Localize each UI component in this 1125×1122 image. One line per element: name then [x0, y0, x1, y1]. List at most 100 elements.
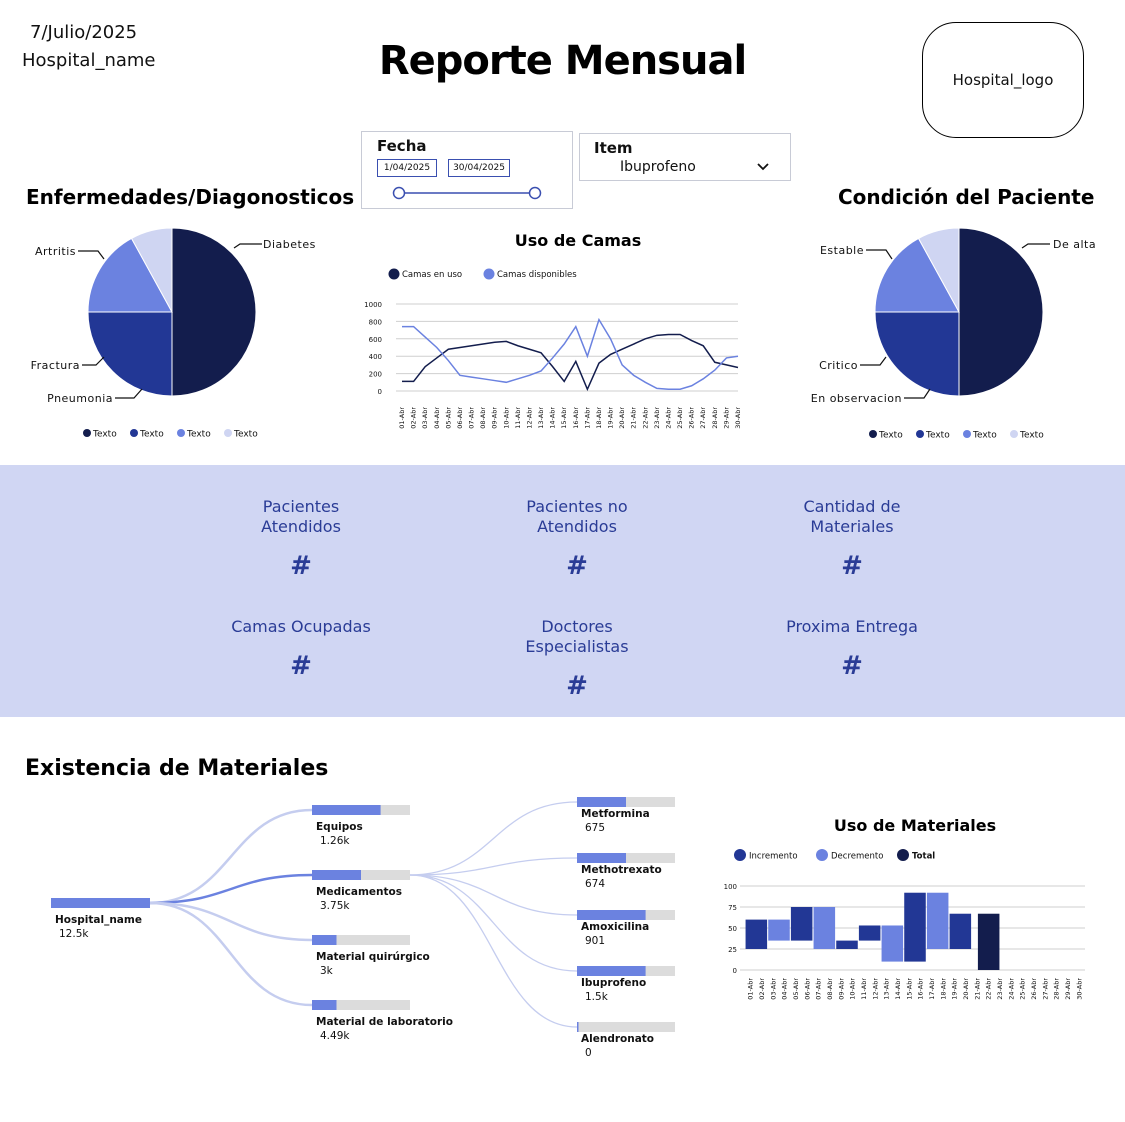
stock-bar-fill	[312, 1000, 337, 1010]
x-tick-label: 24-Abr	[664, 407, 672, 429]
kpi-label: Cantidad de Materiales	[742, 497, 962, 537]
x-tick-label: 05-Abr	[792, 978, 800, 1000]
waterfall-bar	[881, 925, 904, 962]
x-tick-label: 27-Abr	[1041, 978, 1049, 1000]
kpi-label: Pacientes Atendidos	[191, 497, 411, 537]
date-range-slider[interactable]	[387, 184, 547, 202]
tree-node-value: 0	[585, 1047, 592, 1059]
y-tick-label: 200	[369, 371, 382, 379]
kpi-label-line: Camas Ocupadas	[231, 617, 371, 636]
diagnosis-legend-marker	[83, 429, 91, 437]
diagnosis-slice	[87, 237, 173, 313]
x-tick-label: 25-Abr	[1019, 978, 1027, 1000]
y-tick-label: 25	[728, 946, 737, 954]
kpi-label: Pacientes no Atendidos	[467, 497, 687, 537]
x-tick-label: 29-Abr	[1064, 978, 1072, 1000]
date-from-input[interactable]: 1/04/2025	[377, 159, 437, 177]
kpi-label: Camas Ocupadas	[191, 617, 411, 637]
x-tick-label: 03-Abr	[769, 978, 777, 1000]
kpi-label-line: Atendidos	[537, 517, 617, 536]
waterfall-bar	[904, 892, 926, 962]
diagnosis-slice-label: Pneumonia	[47, 392, 113, 405]
stock-bar-fill	[577, 910, 646, 920]
tree-link	[409, 874, 578, 916]
waterfall-bar	[790, 907, 813, 941]
y-tick-label: 1000	[364, 301, 382, 309]
x-tick-label: 02-Abr	[410, 407, 418, 429]
waterfall-bar	[745, 919, 768, 949]
x-tick-label: 30-Abr	[734, 407, 742, 429]
diagnosis-slice-label: Diabetes	[263, 238, 316, 251]
stock-bar-fill	[577, 853, 626, 863]
x-tick-label: 15-Abr	[560, 407, 568, 429]
condition-slice-label: En observacion	[811, 392, 902, 405]
materials-usage-waterfall: 0 25 50 75 100 01-Abr 02-Abr 03-Abr 04-Abr 05-Abr…	[724, 849, 1085, 1000]
patient-condition-title: Condición del Paciente	[838, 185, 1095, 209]
y-tick-label: 50	[728, 925, 737, 933]
x-tick-label: 30-Abr	[1075, 978, 1083, 1000]
x-tick-label: 06-Abr	[456, 407, 464, 429]
x-tick-label: 05-Abr	[444, 407, 452, 429]
tree-node-name: Ibuprofeno	[581, 977, 646, 989]
kpi-value: #	[566, 551, 588, 581]
x-tick-label: 03-Abr	[421, 407, 429, 429]
x-tick-label: 23-Abr	[996, 978, 1004, 1000]
x-tick-label: 07-Abr	[815, 978, 823, 1000]
report-date: 7/Julio/2025	[30, 22, 138, 43]
kpi-value: #	[290, 551, 312, 581]
date-to-input[interactable]: 30/04/2025	[448, 159, 510, 177]
item-select-value[interactable]: Ibuprofeno	[620, 159, 696, 175]
waterfall-bar	[949, 913, 972, 949]
tree-node-name: Medicamentos	[316, 886, 402, 898]
y-tick-label: 75	[728, 904, 737, 912]
stock-bar-fill	[577, 797, 626, 807]
tree-link	[409, 874, 578, 1028]
x-tick-label: 17-Abr	[928, 978, 936, 1000]
tree-link	[409, 874, 578, 972]
x-tick-label: 28-Abr	[1053, 978, 1061, 1000]
diagnosis-legend-label: Texto	[233, 430, 258, 440]
condition-slice	[917, 227, 960, 313]
item-filter[interactable]: Item Ibuprofeno	[579, 133, 791, 181]
x-tick-label: 10-Abr	[502, 407, 510, 429]
stock-bar-fill	[577, 1022, 579, 1032]
x-tick-label: 27-Abr	[699, 407, 707, 429]
stock-bar-fill	[312, 805, 381, 815]
condition-legend-marker	[916, 430, 924, 438]
x-tick-label: 16-Abr	[572, 407, 580, 429]
kpi-value: #	[841, 551, 863, 581]
x-tick-label: 15-Abr	[905, 978, 913, 1000]
diagnosis-legend-marker	[224, 429, 232, 437]
diagnosis-legend-label: Texto	[92, 430, 117, 440]
stock-bar-track	[577, 1022, 675, 1032]
condition-leader-line	[866, 249, 893, 260]
x-tick-label: 20-Abr	[618, 407, 626, 429]
y-tick-label: 100	[724, 883, 737, 891]
x-tick-label: 21-Abr	[973, 978, 981, 1000]
condition-legend-marker	[869, 430, 877, 438]
x-tick-label: 22-Abr	[641, 407, 649, 429]
y-tick-label: 400	[369, 353, 382, 361]
waterfall-bar	[977, 913, 1000, 970]
x-tick-label: 14-Abr	[894, 978, 902, 1000]
x-tick-label: 10-Abr	[849, 978, 857, 1000]
kpi-label-line: Cantidad de	[803, 497, 901, 516]
tree-link	[149, 901, 313, 1007]
condition-legend-label: Texto	[925, 431, 950, 441]
bed-usage-title: Uso de Camas	[514, 231, 642, 250]
chevron-down-icon[interactable]	[756, 162, 770, 172]
tree-node-value: 4.49k	[320, 1030, 350, 1042]
x-tick-label: 12-Abr	[871, 978, 879, 1000]
condition-legend-label: Texto	[1019, 431, 1044, 441]
line-legend-marker	[483, 268, 495, 280]
waterfall-legend-marker	[734, 849, 746, 861]
tree-node-name: Material de laboratorio	[316, 1016, 453, 1028]
x-tick-label: 09-Abr	[837, 978, 845, 1000]
kpi-value: #	[290, 651, 312, 681]
waterfall-legend-marker	[816, 849, 828, 861]
waterfall-bar	[858, 925, 881, 941]
condition-slice-label: Critico	[819, 359, 858, 372]
date-filter: Fecha 1/04/2025 30/04/2025	[361, 131, 573, 209]
slider-start-handle	[392, 186, 406, 200]
tree-node-value: 901	[585, 935, 605, 947]
